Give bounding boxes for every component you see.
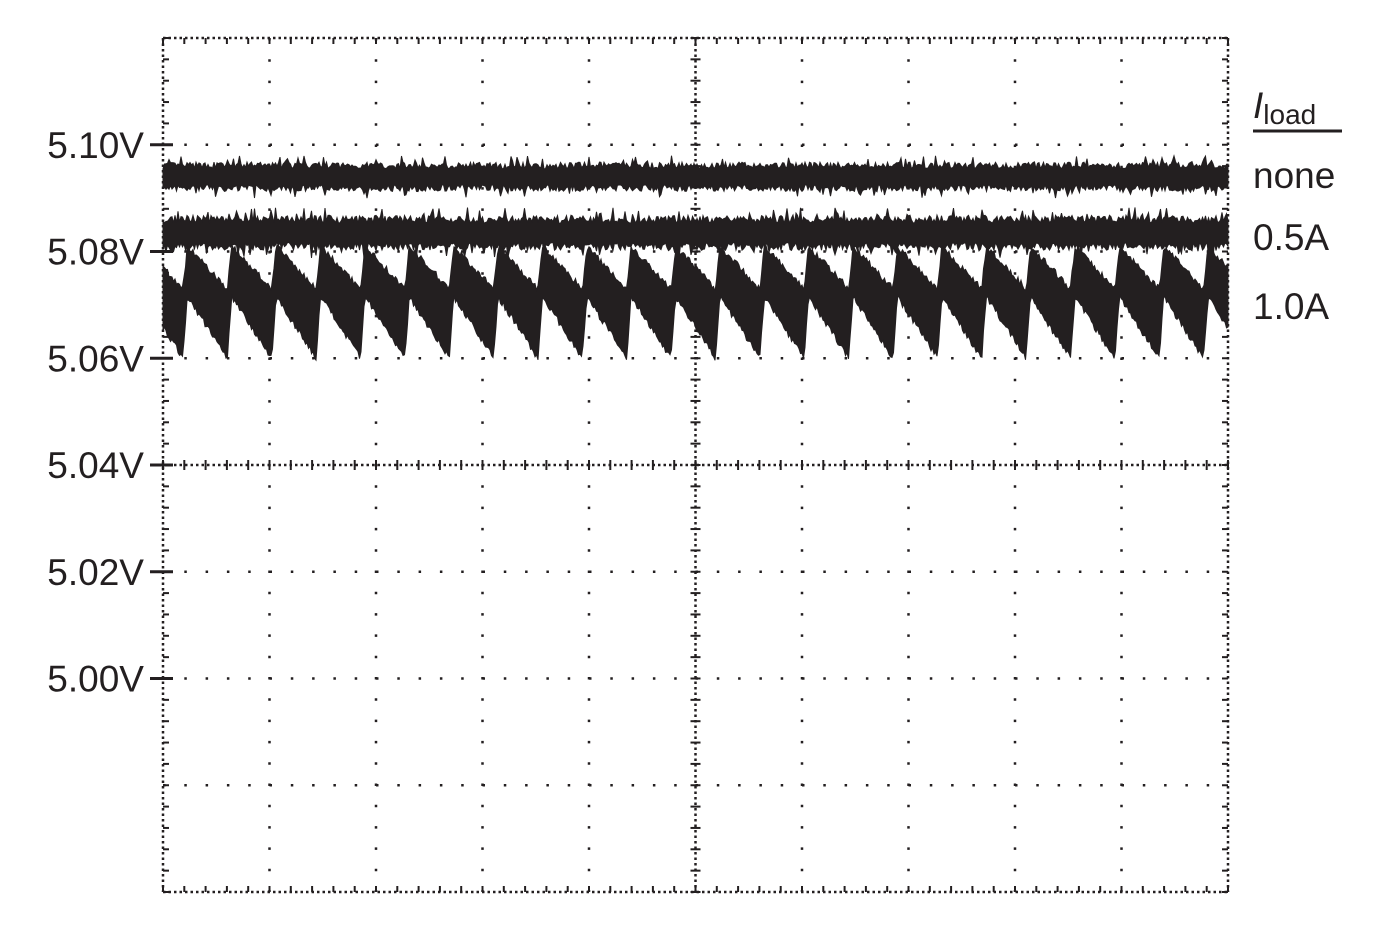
legend-entry-none: none bbox=[1253, 155, 1335, 196]
legend: Iload none 0.5A 1.0A bbox=[1253, 85, 1342, 327]
y-tick-label: 5.00V bbox=[47, 659, 144, 700]
y-tick-label: 5.06V bbox=[47, 338, 144, 379]
trace-0.5a bbox=[162, 207, 1229, 259]
y-tick-label: 5.08V bbox=[47, 232, 144, 273]
grid bbox=[161, 36, 1230, 894]
legend-title: Iload bbox=[1253, 85, 1316, 130]
legend-title-subscript: load bbox=[1263, 99, 1316, 130]
y-tick-label: 5.10V bbox=[47, 125, 144, 166]
legend-entry-1.0a: 1.0A bbox=[1253, 286, 1329, 327]
trace-none bbox=[162, 154, 1229, 199]
y-axis: 5.10V 5.08V 5.06V 5.04V 5.02V 5.00V bbox=[47, 125, 173, 700]
traces bbox=[162, 154, 1229, 362]
legend-title-symbol: I bbox=[1253, 85, 1263, 126]
trace-1.0a bbox=[162, 243, 1229, 362]
y-tick-label: 5.02V bbox=[47, 552, 144, 593]
legend-entry-0.5a: 0.5A bbox=[1253, 217, 1329, 258]
y-tick-label: 5.04V bbox=[47, 445, 144, 486]
